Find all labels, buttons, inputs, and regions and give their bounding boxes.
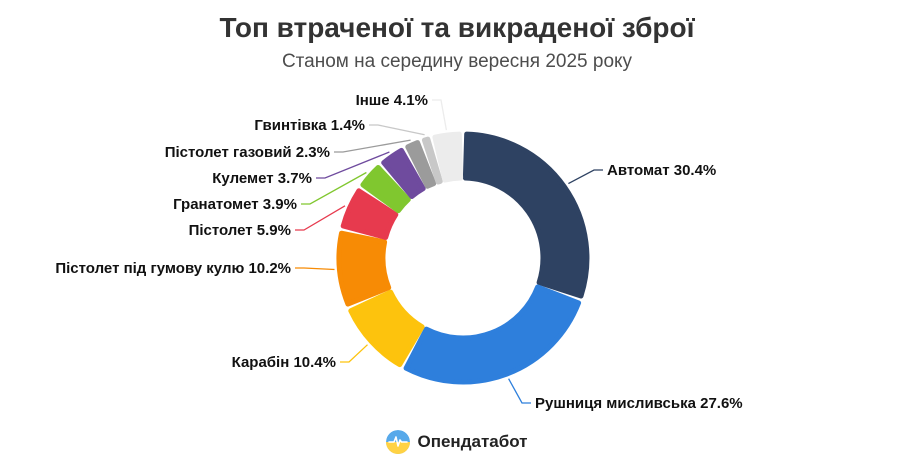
donut-slice [403,284,582,385]
donut-slice [421,136,443,185]
slice-label: Гранатомет 3.9% [173,196,297,213]
donut-slice [432,131,464,183]
slice-leader-line [508,378,531,404]
slice-leader-line [432,99,448,131]
donut-slice [340,188,399,240]
slice-leader-line [295,267,335,271]
footer-logo: Опендатабот [0,430,914,454]
logo-pulse-line [388,436,409,447]
slice-label: Пістолет під гумову кулю 10.2% [55,260,291,277]
slice-label: Гвинтівка 1.4% [254,117,365,134]
slice-leader-line [316,151,390,179]
slice-leader-line [334,139,411,153]
donut-slice [405,140,437,189]
logo-bottom-half [386,442,411,454]
slice-leader-line [295,205,346,231]
donut-slice [336,230,392,307]
opendatabot-logo-icon [386,430,411,454]
donut-slice [462,131,590,299]
slice-label: Рушниця мисливська 27.6% [535,395,743,412]
donut-slice [360,165,411,214]
slice-label: Пістолет 5.9% [189,222,291,239]
slice-leader-line [301,171,367,205]
slice-label: Автомат 30.4% [607,162,716,179]
slice-leader-line [568,169,603,185]
slice-leader-line [369,124,425,136]
slice-leader-line [340,344,368,363]
chart-subtitle: Станом на середину вересня 2025 року [281,51,633,72]
logo-text: Опендатабот [417,432,528,451]
donut-slice [381,147,426,199]
donut-slice [348,289,425,368]
slice-label: Карабін 10.4% [232,354,336,371]
chart-title: Топ втраченої та викраденої зброї [219,12,695,43]
slice-label: Пістолет газовий 2.3% [165,144,330,161]
slice-label: Інше 4.1% [356,92,428,109]
slice-label: Кулемет 3.7% [212,170,312,187]
